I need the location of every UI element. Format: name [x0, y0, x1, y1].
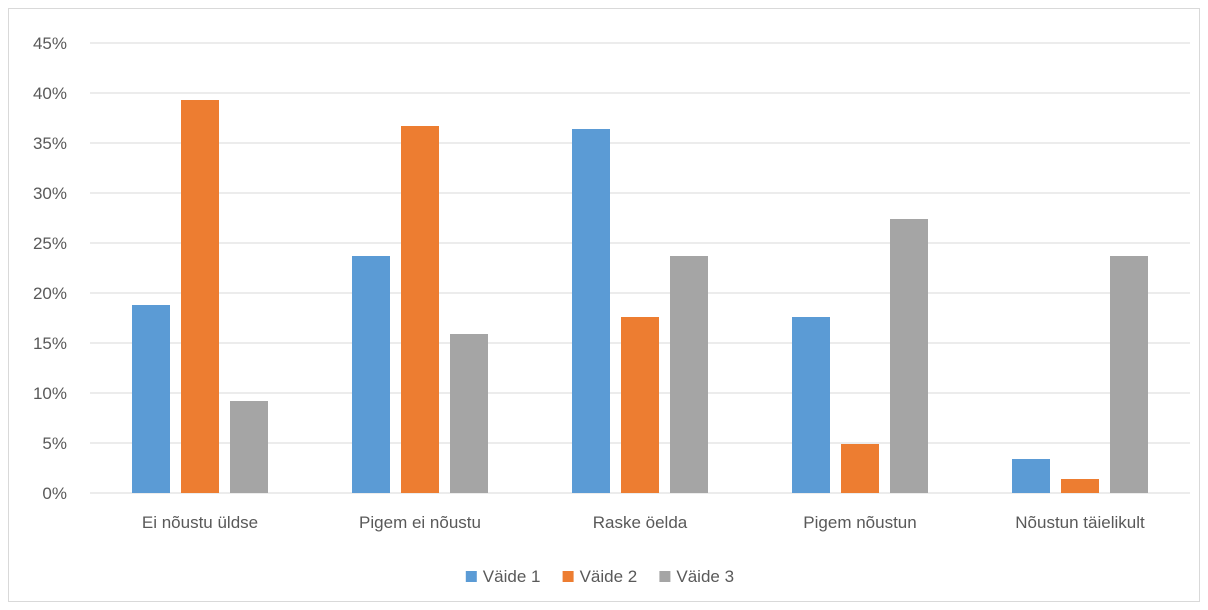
x-category-label: Nõustun täielikult: [1015, 513, 1145, 532]
y-tick-label: 20%: [33, 284, 67, 303]
y-tick-label: 25%: [33, 234, 67, 253]
legend-label: Väide 1: [483, 567, 541, 586]
legend: Väide 1 Väide 2 Väide 3: [465, 567, 734, 586]
legend-swatch: [465, 571, 477, 582]
bar-3-2: [450, 334, 488, 493]
y-tick-label: 30%: [33, 184, 67, 203]
bar-3-1: [230, 401, 268, 493]
gridlines: [90, 42, 1190, 494]
y-tick-label: 45%: [33, 34, 67, 53]
x-category-label: Pigem ei nõustu: [359, 513, 481, 532]
x-axis-categories: Ei nõustu üldse Pigem ei nõustu Raske öeld…: [142, 513, 1145, 532]
y-tick-label: 0%: [42, 484, 67, 503]
x-category-label: Pigem nõustun: [803, 513, 916, 532]
bar-3-3: [670, 256, 708, 493]
legend-label: Väide 2: [580, 567, 638, 586]
x-category-label: Ei nõustu üldse: [142, 513, 258, 532]
bar-1-5: [1012, 459, 1050, 493]
bar-1-3: [572, 129, 610, 493]
x-category-label: Raske öelda: [593, 513, 688, 532]
legend-swatch: [659, 571, 671, 582]
bar-2-2: [401, 126, 439, 493]
y-tick-label: 5%: [42, 434, 67, 453]
y-tick-label: 15%: [33, 334, 67, 353]
bar-2-3: [621, 317, 659, 493]
bar-2-5: [1061, 479, 1099, 493]
y-tick-label: 40%: [33, 84, 67, 103]
legend-item-3: Väide 3: [659, 567, 734, 586]
legend-item-1: Väide 1: [465, 567, 541, 586]
legend-item-2: Väide 2: [562, 567, 638, 586]
legend-label: Väide 3: [676, 567, 734, 586]
y-tick-label: 35%: [33, 134, 67, 153]
y-axis-ticks: 0% 5% 10% 15% 20% 25% 30% 35% 40% 45%: [33, 34, 67, 503]
legend-swatch: [562, 571, 574, 582]
bar-1-1: [132, 305, 170, 493]
bar-1-2: [352, 256, 390, 493]
bar-3-5: [1110, 256, 1148, 493]
bars: [132, 100, 1148, 493]
bar-2-4: [841, 444, 879, 493]
bar-1-4: [792, 317, 830, 493]
bar-3-4: [890, 219, 928, 493]
y-tick-label: 10%: [33, 384, 67, 403]
bar-2-1: [181, 100, 219, 493]
